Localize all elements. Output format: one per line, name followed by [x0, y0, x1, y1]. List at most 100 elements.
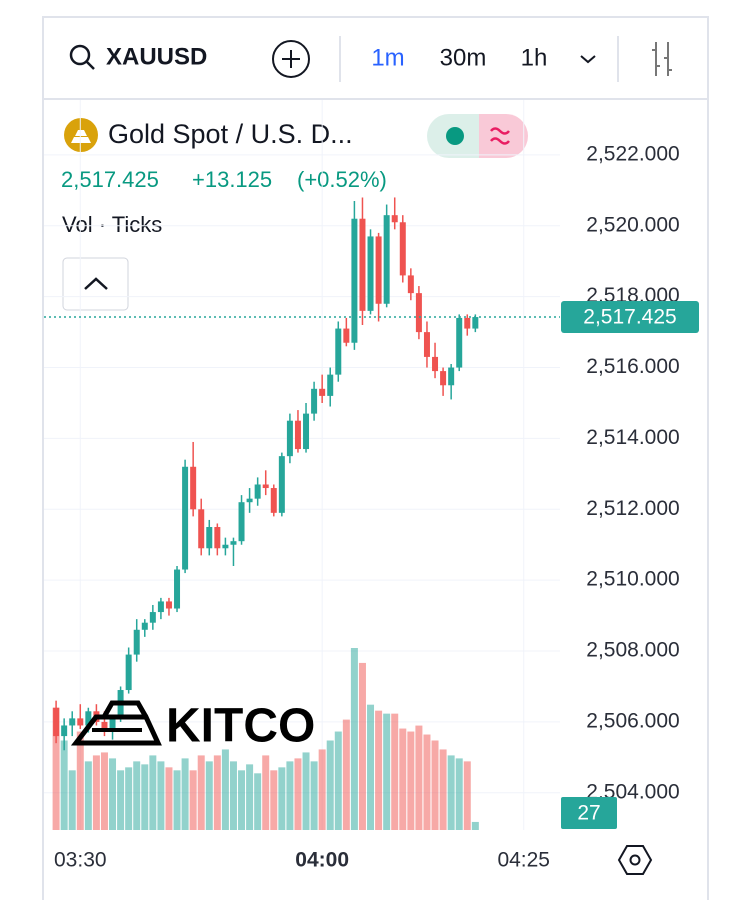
volume-bar — [246, 764, 254, 830]
interval-button[interactable]: 1m — [371, 44, 404, 71]
volume-bar — [358, 662, 366, 830]
volume-bar — [76, 731, 84, 830]
candle-body — [254, 484, 261, 499]
symbol: XAUUSD — [106, 43, 207, 70]
candle-body — [198, 509, 205, 549]
volume-bar — [254, 773, 262, 830]
candle-body — [278, 456, 285, 513]
volume-bar — [399, 728, 407, 830]
volume-bar — [133, 761, 141, 830]
y-tick-label: 2,520.000 — [586, 213, 679, 236]
plot-area: 2,504.0002,506.0002,508.0002,510.0002,51… — [44, 100, 699, 872]
candle-body — [286, 420, 293, 457]
candle-body — [61, 725, 68, 737]
chart-type-button[interactable] — [652, 42, 672, 76]
candle-body — [262, 484, 269, 489]
candle-body — [101, 721, 108, 730]
interval-button[interactable]: 1h — [521, 44, 548, 71]
interval-dropdown[interactable] — [580, 55, 596, 64]
settings-icon — [629, 854, 641, 866]
volume-bar — [383, 713, 391, 830]
volume-bar — [52, 707, 60, 830]
candle-body — [335, 328, 342, 375]
candle-body — [206, 527, 213, 549]
volume-bar — [342, 719, 350, 830]
candle-body — [359, 218, 366, 311]
last-price-tag — [561, 301, 699, 334]
candle-body — [174, 569, 181, 609]
volume-bar — [455, 758, 463, 830]
volume-bar — [197, 755, 205, 830]
candle-body — [294, 420, 301, 450]
candle-body — [77, 718, 84, 726]
x-tick-label: 04:25 — [497, 849, 550, 872]
candle-body — [303, 413, 310, 450]
y-tick-label: 2,508.000 — [586, 639, 679, 662]
volume-bar — [350, 648, 358, 830]
volume-bar — [149, 755, 157, 830]
status-toggle[interactable] — [427, 114, 528, 158]
volume-bar — [84, 761, 92, 830]
candle-body — [165, 601, 172, 609]
candle-body — [399, 222, 406, 276]
interval-button[interactable]: 30m — [440, 44, 487, 71]
volume-bar — [447, 755, 455, 830]
candle-body — [270, 488, 277, 513]
y-tick-label: 2,510.000 — [586, 568, 679, 591]
collapse-legend[interactable] — [62, 257, 129, 311]
volume-bar — [60, 740, 68, 830]
candle-body — [456, 317, 463, 368]
candle-body — [383, 215, 390, 304]
volume-bar — [318, 749, 326, 830]
settings-button[interactable] — [617, 845, 653, 875]
candle-body — [375, 236, 382, 304]
candle-body — [222, 544, 229, 549]
candle-body — [351, 218, 358, 343]
y-tick-label: 2,506.000 — [586, 709, 679, 732]
candle-body — [190, 466, 197, 510]
volume-bar — [423, 734, 431, 830]
last-volume-tag — [561, 797, 617, 829]
candle-body — [367, 236, 374, 311]
volume-bar — [375, 710, 383, 830]
volume-bar — [431, 740, 439, 830]
candle-body — [391, 215, 398, 223]
volume-bar — [205, 761, 213, 830]
volume-bar — [367, 704, 375, 830]
volume-bar — [334, 731, 342, 830]
volume-bar — [157, 761, 165, 830]
delay-status — [479, 114, 528, 158]
gold-icon — [71, 130, 91, 143]
volume-bar — [407, 731, 415, 830]
candle-body — [157, 601, 164, 613]
candle-body — [343, 328, 350, 343]
symbol-search[interactable]: XAUUSD — [69, 43, 207, 70]
candle-body — [109, 718, 116, 730]
volume-bar — [262, 755, 270, 830]
candle-body — [472, 317, 479, 329]
volume-bar — [302, 752, 310, 830]
volume-bar — [326, 740, 334, 830]
candle-body — [69, 718, 76, 726]
y-tick-label: 2,512.000 — [586, 497, 679, 520]
volume-bar — [100, 752, 108, 830]
volume-bar — [229, 761, 237, 830]
candle-body — [133, 629, 140, 655]
volume-bar — [415, 725, 423, 830]
volume-bar — [286, 761, 294, 830]
candle-body — [125, 654, 132, 691]
volume-bar — [278, 767, 286, 830]
volume-bar — [270, 770, 278, 830]
candle-body — [182, 466, 189, 570]
add-symbol[interactable] — [272, 40, 310, 78]
settings-icon — [617, 845, 653, 875]
x-tick-label: 04:00 — [295, 849, 349, 872]
candle-body — [327, 374, 334, 396]
last-price-label: 2,517.425 — [583, 306, 676, 329]
legend-title: Gold Spot / U.S. D... — [108, 119, 353, 149]
volume-bar — [141, 764, 149, 830]
candle-body — [448, 367, 455, 386]
candle-body — [407, 275, 414, 294]
chevron-icon — [84, 277, 108, 290]
plus-icon — [272, 40, 310, 78]
